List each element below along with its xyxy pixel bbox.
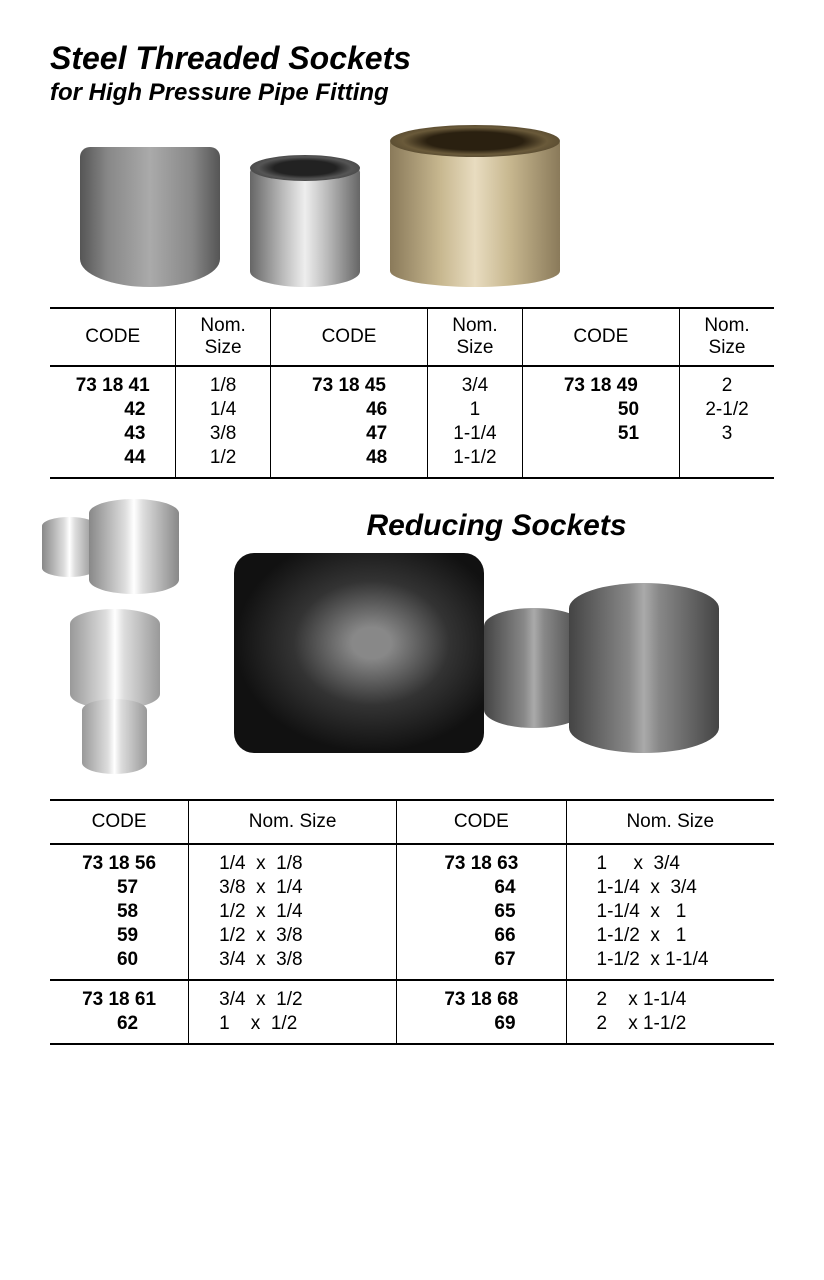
cell: 1-1/4 bbox=[428, 422, 522, 446]
cell: 1 x 1/2 bbox=[189, 1012, 397, 1044]
table-row: 62 1 x 1/2 69 2 x 1-1/2 bbox=[50, 1012, 774, 1044]
cell: 73 18 41 bbox=[50, 366, 176, 398]
cell: 64 bbox=[397, 876, 566, 900]
cell: 3 bbox=[680, 422, 774, 446]
cell: 1 bbox=[428, 398, 522, 422]
cell: 1-1/4 x 1 bbox=[566, 900, 774, 924]
cell: 3/8 x 1/4 bbox=[189, 876, 397, 900]
table-row: 43 3/8 47 1-1/4 51 3 bbox=[50, 422, 774, 446]
socket-image-3 bbox=[390, 127, 560, 287]
cell: 2 x 1-1/2 bbox=[566, 1012, 774, 1044]
reducing-sockets-table: CODE Nom. Size CODE Nom. Size 73 18 56 1… bbox=[50, 799, 774, 1045]
cell: 1/4 bbox=[176, 398, 270, 422]
cell: 46 bbox=[270, 398, 427, 422]
reducer-image-3 bbox=[234, 553, 484, 753]
cell: 43 bbox=[50, 422, 176, 446]
th-size-2: Nom. Size bbox=[428, 308, 522, 366]
cell: 2 bbox=[680, 366, 774, 398]
table-row: 58 1/2 x 1/4 65 1-1/4 x 1 bbox=[50, 900, 774, 924]
cell: 73 18 45 bbox=[270, 366, 427, 398]
socket-images-row bbox=[50, 127, 774, 287]
section1-title: Steel Threaded Sockets bbox=[50, 40, 774, 77]
cell: 60 bbox=[50, 948, 189, 980]
cell: 65 bbox=[397, 900, 566, 924]
section2-title: Reducing Sockets bbox=[219, 509, 774, 543]
cell: 3/8 bbox=[176, 422, 270, 446]
th-code-2: CODE bbox=[270, 308, 427, 366]
cell: 73 18 63 bbox=[397, 844, 566, 876]
reducer-image-2 bbox=[50, 609, 179, 774]
table-row: 42 1/4 46 1 50 2-1/2 bbox=[50, 398, 774, 422]
cell: 51 bbox=[522, 422, 679, 446]
cell: 1/2 bbox=[176, 446, 270, 478]
section1-subtitle: for High Pressure Pipe Fitting bbox=[50, 79, 774, 107]
sockets-table: CODE Nom. Size CODE Nom. Size CODE Nom. … bbox=[50, 307, 774, 479]
cell: 3/4 x 3/8 bbox=[189, 948, 397, 980]
cell: 73 18 61 bbox=[50, 980, 189, 1012]
cell: 2 x 1-1/4 bbox=[566, 980, 774, 1012]
th-size-2: Nom. Size bbox=[566, 800, 774, 844]
socket-image-1 bbox=[80, 147, 220, 287]
cell: 1-1/2 bbox=[428, 446, 522, 478]
cell: 1-1/4 x 3/4 bbox=[566, 876, 774, 900]
table-row: 73 18 41 1/8 73 18 45 3/4 73 18 49 2 bbox=[50, 366, 774, 398]
table-row: 44 1/2 48 1-1/2 bbox=[50, 446, 774, 478]
cell: 73 18 56 bbox=[50, 844, 189, 876]
cell: 1-1/2 x 1-1/4 bbox=[566, 948, 774, 980]
cell: 57 bbox=[50, 876, 189, 900]
cell: 1 x 3/4 bbox=[566, 844, 774, 876]
cell: 1/4 x 1/8 bbox=[189, 844, 397, 876]
table-row: 60 3/4 x 3/8 67 1-1/2 x 1-1/4 bbox=[50, 948, 774, 980]
cell bbox=[522, 446, 679, 478]
cell: 73 18 68 bbox=[397, 980, 566, 1012]
cell: 1/2 x 1/4 bbox=[189, 900, 397, 924]
cell: 62 bbox=[50, 1012, 189, 1044]
table-row: 57 3/8 x 1/4 64 1-1/4 x 3/4 bbox=[50, 876, 774, 900]
cell: 50 bbox=[522, 398, 679, 422]
th-size-3: Nom. Size bbox=[680, 308, 774, 366]
th-code-1: CODE bbox=[50, 308, 176, 366]
cell: 47 bbox=[270, 422, 427, 446]
cell: 1-1/2 x 1 bbox=[566, 924, 774, 948]
cell: 67 bbox=[397, 948, 566, 980]
th-size-1: Nom. Size bbox=[176, 308, 270, 366]
socket-image-2 bbox=[250, 157, 360, 287]
cell: 3/4 x 1/2 bbox=[189, 980, 397, 1012]
cell: 69 bbox=[397, 1012, 566, 1044]
th-code-3: CODE bbox=[522, 308, 679, 366]
cell: 66 bbox=[397, 924, 566, 948]
reducer-image-4 bbox=[499, 583, 719, 753]
reducer-image-1 bbox=[50, 499, 179, 594]
cell: 1/8 bbox=[176, 366, 270, 398]
cell: 44 bbox=[50, 446, 176, 478]
th-size-1: Nom. Size bbox=[189, 800, 397, 844]
cell bbox=[680, 446, 774, 478]
cell: 2-1/2 bbox=[680, 398, 774, 422]
cell: 3/4 bbox=[428, 366, 522, 398]
cell: 48 bbox=[270, 446, 427, 478]
th-code-2: CODE bbox=[397, 800, 566, 844]
th-code-1: CODE bbox=[50, 800, 189, 844]
cell: 1/2 x 3/8 bbox=[189, 924, 397, 948]
cell: 58 bbox=[50, 900, 189, 924]
table-row: 73 18 56 1/4 x 1/8 73 18 63 1 x 3/4 bbox=[50, 844, 774, 876]
cell: 42 bbox=[50, 398, 176, 422]
cell: 73 18 49 bbox=[522, 366, 679, 398]
cell: 59 bbox=[50, 924, 189, 948]
table-row: 73 18 61 3/4 x 1/2 73 18 68 2 x 1-1/4 bbox=[50, 980, 774, 1012]
table-row: 59 1/2 x 3/8 66 1-1/2 x 1 bbox=[50, 924, 774, 948]
